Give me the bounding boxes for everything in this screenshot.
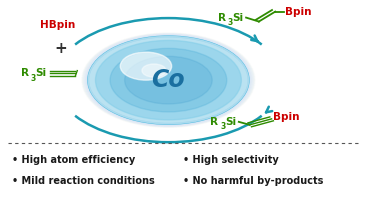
Circle shape <box>110 48 227 112</box>
Text: Bpin: Bpin <box>285 7 311 17</box>
Text: Bpin: Bpin <box>273 112 300 122</box>
Text: 3: 3 <box>228 18 233 27</box>
Circle shape <box>120 52 172 80</box>
Text: • No harmful by-products: • No harmful by-products <box>183 176 324 186</box>
Circle shape <box>96 40 241 120</box>
Circle shape <box>125 56 212 104</box>
Text: Si: Si <box>36 68 46 78</box>
Text: Si: Si <box>225 117 236 127</box>
Text: R: R <box>218 13 225 23</box>
Text: Co: Co <box>152 68 185 92</box>
Circle shape <box>142 64 166 77</box>
Circle shape <box>88 36 249 124</box>
Text: • High atom efficiency: • High atom efficiency <box>12 155 135 165</box>
Text: R: R <box>210 117 219 127</box>
Text: • High selectivity: • High selectivity <box>183 155 279 165</box>
Text: 3: 3 <box>31 74 36 83</box>
Text: 3: 3 <box>221 122 226 131</box>
Text: HBpin: HBpin <box>40 20 75 30</box>
Circle shape <box>88 36 249 124</box>
Text: +: + <box>55 41 67 56</box>
Text: • Mild reaction conditions: • Mild reaction conditions <box>12 176 154 186</box>
Text: R: R <box>21 68 29 78</box>
Text: Si: Si <box>232 13 243 23</box>
